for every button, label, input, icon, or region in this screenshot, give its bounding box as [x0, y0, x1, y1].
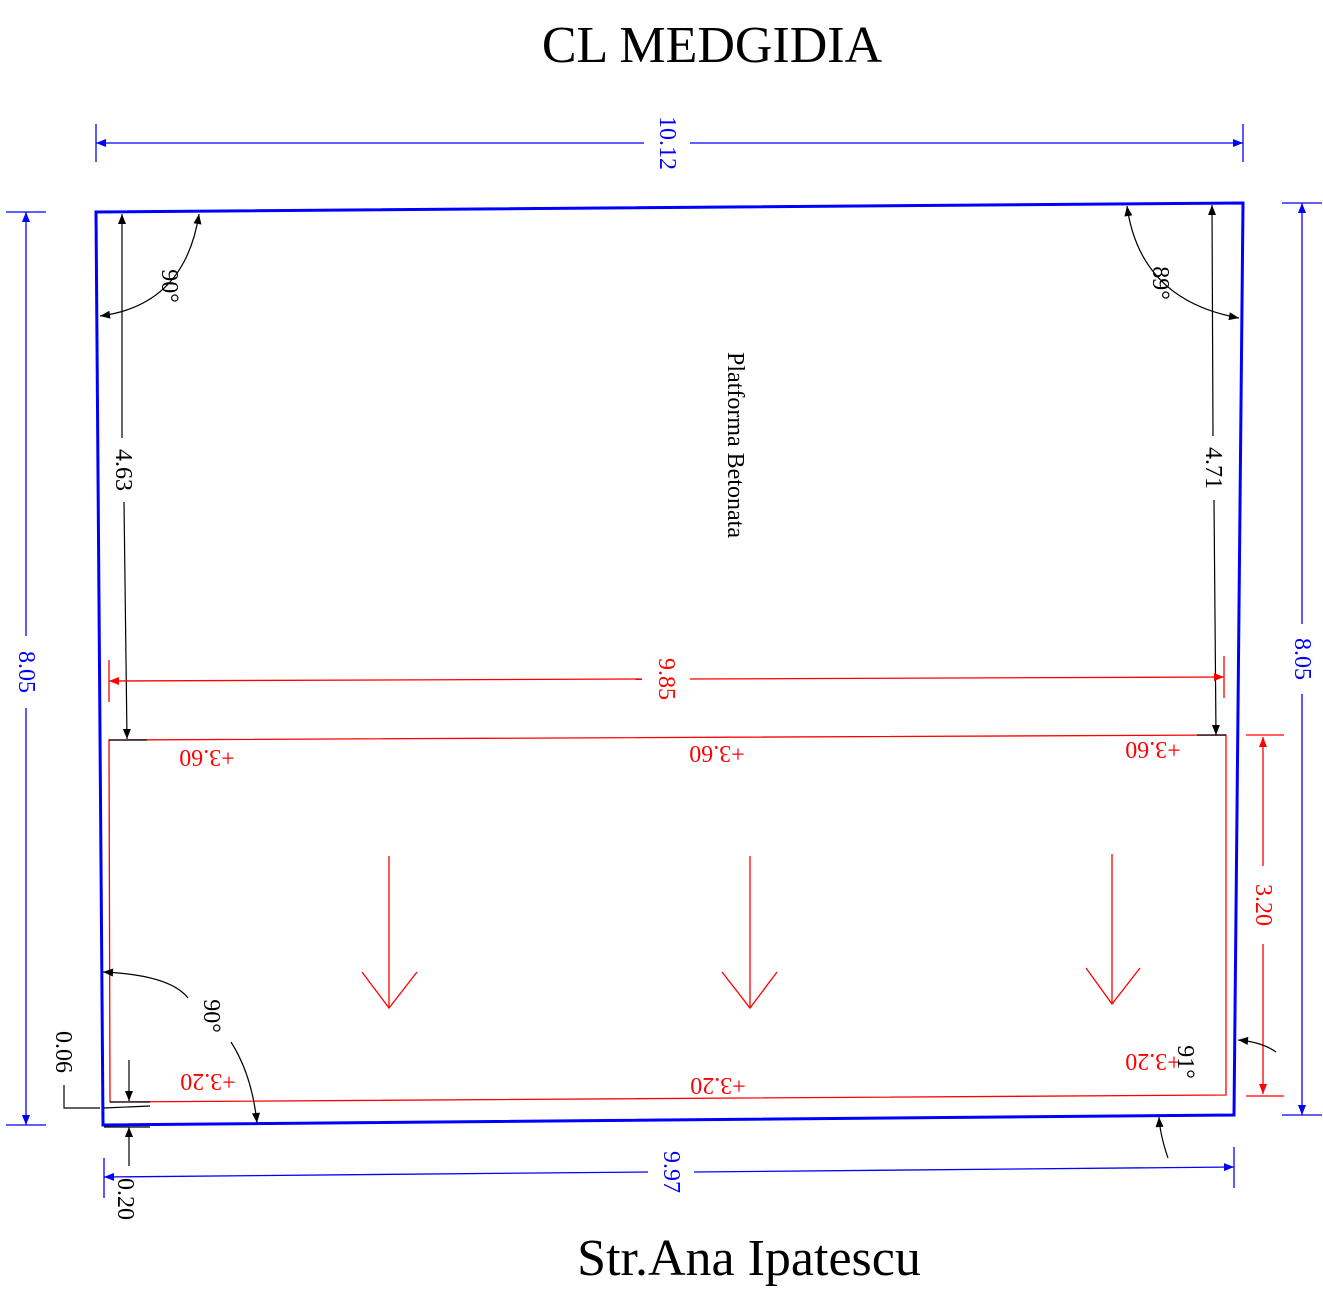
angle-bottom-left: 90° — [102, 968, 260, 1124]
dimension-left-inner: 4.63 — [110, 214, 136, 740]
angle-label-bottom-right: 91° — [1172, 1045, 1198, 1079]
slope-arrow-middle — [721, 856, 778, 1010]
dimension-label-left-inner: 4.63 — [110, 449, 136, 491]
dimension-offset-small: 0.06 — [50, 1031, 151, 1109]
angle-top-right: 89° — [1124, 205, 1240, 321]
area-label: Platforma Betonata — [722, 352, 748, 538]
dimension-label-top-width: 10.12 — [654, 116, 680, 170]
slope-arrow-left — [361, 856, 418, 1010]
level-label-top-mid: +3.60 — [689, 740, 745, 766]
angle-label-bottom-left: 90° — [198, 999, 224, 1033]
drawing-title: CL MEDGIDIA — [542, 17, 883, 74]
dimension-label-strip-depth: 3.20 — [1250, 884, 1276, 926]
dimension-left-height: 8.05 — [6, 211, 46, 1126]
dimension-offset-bottom: 0.20 — [104, 1126, 150, 1220]
dimension-top-width: 10.12 — [95, 116, 1244, 170]
dimension-label-inner-width: 9.85 — [653, 658, 679, 700]
dimension-label-left-height: 8.05 — [13, 651, 39, 693]
dimension-label-offset-bottom: 0.20 — [112, 1178, 138, 1220]
level-label-bottom-mid: +3.20 — [690, 1072, 746, 1098]
lower-strip-outline — [108, 734, 1227, 1103]
dimension-label-bottom-width: 9.97 — [658, 1151, 684, 1193]
dimension-right-height: 8.05 — [1282, 202, 1322, 1116]
slope-arrow-right — [1085, 854, 1141, 1006]
angle-label-top-right: 89° — [1147, 266, 1173, 300]
dimension-label-right-height: 8.05 — [1289, 638, 1315, 680]
dimension-right-inner: 4.71 — [1200, 204, 1226, 736]
level-label-top-left: +3.60 — [179, 744, 235, 770]
dimension-bottom-width: 9.97 — [103, 1147, 1235, 1198]
angle-label-top-left: 90° — [156, 269, 182, 303]
dimension-label-right-inner: 4.71 — [1200, 447, 1226, 489]
dimension-label-offset-small: 0.06 — [50, 1031, 76, 1073]
street-label: Str.Ana Ipatescu — [577, 1230, 921, 1287]
dimension-strip-depth: 3.20 — [1246, 734, 1284, 1097]
level-label-bottom-left: +3.20 — [180, 1068, 236, 1094]
angle-top-left: 90° — [99, 213, 202, 319]
angle-bottom-right: 91° — [1155, 1036, 1277, 1159]
level-label-top-right: +3.60 — [1125, 736, 1181, 762]
dimension-inner-width: 9.85 — [108, 656, 1225, 702]
level-label-bottom-right: +3.20 — [1125, 1048, 1181, 1074]
property-boundary — [94, 201, 1245, 1127]
